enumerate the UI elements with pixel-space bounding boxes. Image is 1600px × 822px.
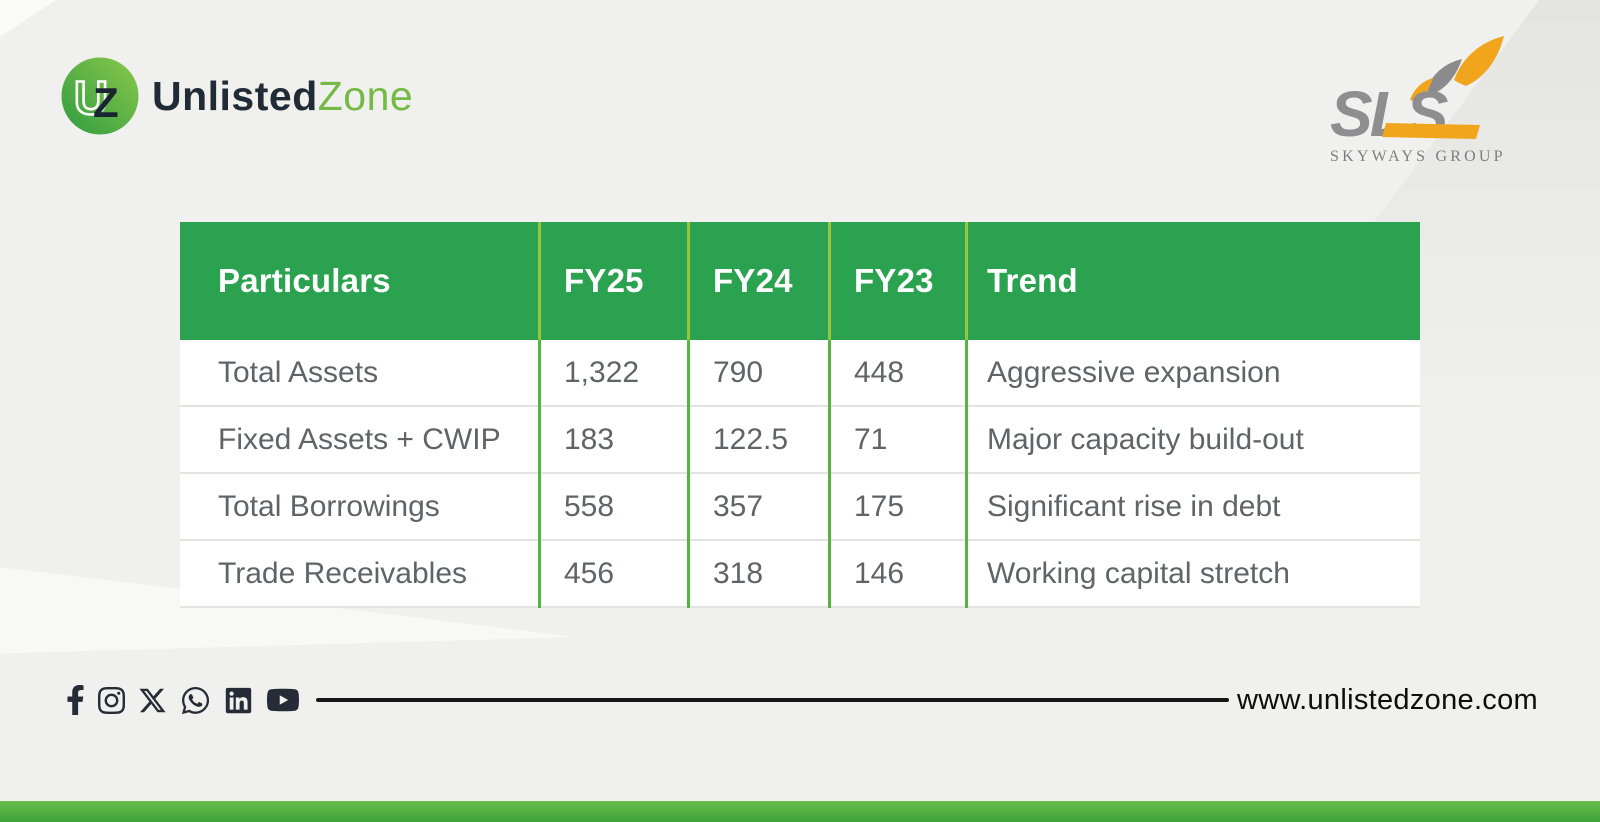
cell-fy23: 71 bbox=[854, 422, 888, 456]
sls-letters: SLS bbox=[1330, 78, 1449, 150]
footer-divider-line bbox=[316, 698, 1230, 702]
cell-fy25: 1,322 bbox=[564, 355, 640, 389]
cell-fy24: 790 bbox=[713, 355, 764, 389]
youtube-icon[interactable] bbox=[266, 685, 300, 715]
col-header-fy25: FY25 bbox=[564, 262, 644, 299]
cell-trend: Aggressive expansion bbox=[987, 355, 1281, 389]
cell-trend: Major capacity build-out bbox=[987, 422, 1304, 456]
table-row: Total Borrowings 558 357 175 Significant… bbox=[180, 474, 1420, 541]
cell-trend: Significant rise in debt bbox=[987, 489, 1281, 523]
whatsapp-icon[interactable] bbox=[180, 685, 211, 716]
cell-trend: Working capital stretch bbox=[987, 556, 1290, 590]
col-header-particulars: Particulars bbox=[218, 262, 391, 299]
monogram-z: Z bbox=[93, 79, 119, 126]
cell-fy24: 318 bbox=[713, 556, 764, 590]
instagram-icon[interactable] bbox=[98, 685, 125, 716]
cell-particulars: Total Assets bbox=[218, 355, 379, 389]
col-header-fy24: FY24 bbox=[713, 262, 793, 299]
cell-fy24: 122.5 bbox=[713, 422, 789, 456]
sls-logo-icon: SLS SKYWAYS GROUP bbox=[1330, 36, 1506, 165]
table-header-row: Particulars FY25 FY24 FY23 Trend bbox=[180, 222, 1420, 340]
cell-fy24: 357 bbox=[713, 489, 764, 523]
table-row: Total Assets 1,322 790 448 Aggressive ex… bbox=[180, 340, 1420, 407]
sls-caption: SKYWAYS GROUP bbox=[1330, 148, 1506, 165]
cell-particulars: Trade Receivables bbox=[218, 556, 468, 590]
monogram-u: U bbox=[74, 71, 108, 124]
table-row: Trade Receivables 456 318 146 Working ca… bbox=[180, 541, 1420, 608]
cell-fy25: 558 bbox=[564, 489, 615, 523]
wordmark-zone: Zone bbox=[317, 72, 414, 119]
bottom-green-bar bbox=[0, 801, 1600, 822]
website-link[interactable]: www.unlistedzone.com bbox=[1237, 683, 1538, 716]
x-icon[interactable] bbox=[138, 686, 167, 715]
cell-particulars: Fixed Assets + CWIP bbox=[218, 422, 501, 456]
unlistedzone-wordmark: UnlistedZone bbox=[152, 73, 413, 120]
unlistedzone-logo: U Z UnlistedZone bbox=[60, 56, 413, 136]
facebook-icon[interactable] bbox=[66, 685, 85, 715]
cell-fy23: 146 bbox=[854, 556, 905, 590]
table-row: Fixed Assets + CWIP 183 122.5 71 Major c… bbox=[180, 407, 1420, 474]
cell-particulars: Total Borrowings bbox=[218, 489, 440, 523]
skyways-group-logo: SLS SKYWAYS GROUP bbox=[1328, 34, 1508, 173]
cell-fy23: 175 bbox=[854, 489, 905, 523]
unlistedzone-monogram-icon: U Z bbox=[61, 57, 139, 135]
cell-fy25: 456 bbox=[564, 556, 615, 590]
financials-table: Particulars FY25 FY24 FY23 Trend Total A… bbox=[180, 222, 1420, 608]
linkedin-icon[interactable] bbox=[224, 686, 253, 715]
social-icons bbox=[66, 685, 300, 716]
cell-fy25: 183 bbox=[564, 422, 615, 456]
col-header-trend: Trend bbox=[987, 262, 1078, 299]
col-header-fy23: FY23 bbox=[854, 262, 934, 299]
wordmark-unlisted: Unlisted bbox=[152, 72, 318, 119]
footer: www.unlistedzone.com bbox=[66, 674, 1538, 726]
cell-fy23: 448 bbox=[854, 355, 905, 389]
